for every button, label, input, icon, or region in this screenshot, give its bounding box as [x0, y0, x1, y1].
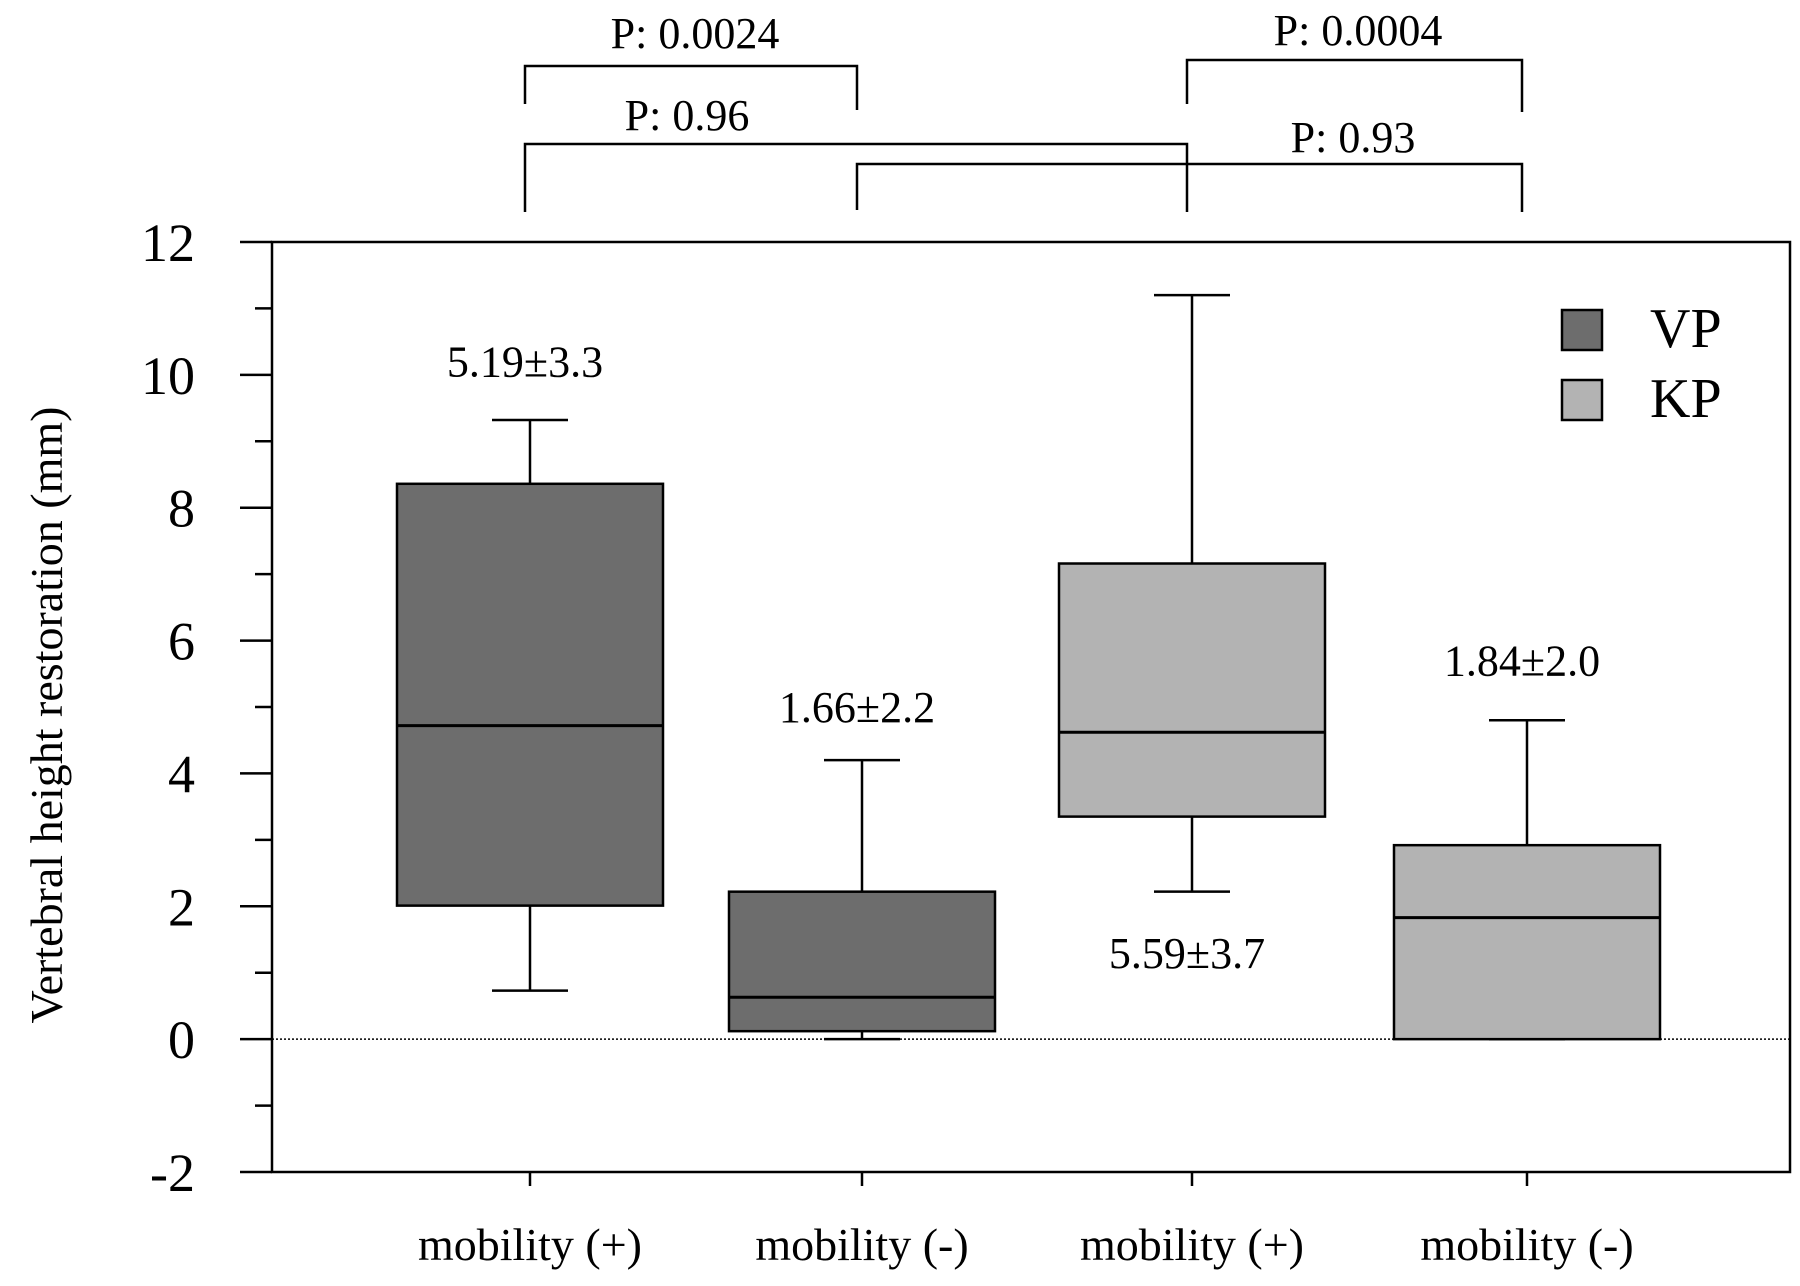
box-kp-mobility-plus [1057, 293, 1327, 893]
legend-label-kp: KP [1650, 368, 1722, 430]
box-annotations: 5.19±3.3 1.66±2.2 5.59±3.7 1.84±2.0 [447, 338, 1600, 978]
x-tick-label: mobility (-) [1420, 1219, 1633, 1270]
x-axis: mobility (+) mobility (-) mobility (+) mobi… [418, 1172, 1634, 1270]
box-annotation: 5.19±3.3 [447, 338, 603, 387]
legend-label-vp: VP [1650, 298, 1722, 360]
y-tick-label: 6 [168, 612, 195, 672]
box-iqr [1057, 562, 1327, 818]
comparison-bracket [523, 64, 859, 110]
y-tick-label: 2 [168, 877, 195, 937]
legend-swatch-kp [1560, 378, 1604, 422]
comparison-p-value: P: 0.96 [625, 91, 750, 140]
comparison-p-value: P: 0.0004 [1274, 6, 1443, 55]
box-iqr [1392, 843, 1662, 1041]
box-annotation: 1.84±2.0 [1444, 637, 1600, 686]
y-tick-label: -2 [150, 1143, 195, 1203]
box-vp-mobility-plus [395, 418, 665, 992]
comparison-bracket [1185, 58, 1524, 112]
comparison-brackets: P: 0.0024 P: 0.0004 P: 0.96 P: 0.93 [523, 6, 1524, 212]
y-tick-label: 10 [141, 346, 195, 406]
x-tick-label: mobility (+) [418, 1219, 642, 1270]
x-tick-label: mobility (+) [1080, 1219, 1304, 1270]
y-tick-label: 0 [168, 1010, 195, 1070]
comparison-bracket [523, 142, 1189, 212]
box-annotation: 5.59±3.7 [1109, 929, 1265, 978]
box-annotation: 1.66±2.2 [779, 683, 935, 732]
y-axis: -2 0 2 4 6 8 10 12 [141, 213, 272, 1203]
comparison-p-value: P: 0.0024 [611, 9, 780, 58]
box-vp-mobility-minus [727, 758, 997, 1041]
comparison-bracket [855, 162, 1524, 212]
box-iqr [395, 482, 665, 907]
box-kp-mobility-minus [1392, 719, 1662, 1041]
y-tick-label: 8 [168, 479, 195, 539]
y-axis-title: Vertebral height restoration (mm) [21, 407, 72, 1024]
y-tick-label: 4 [168, 744, 195, 804]
legend-swatch-vp [1560, 308, 1604, 352]
comparison-p-value: P: 0.93 [1291, 113, 1416, 162]
box-iqr [727, 890, 997, 1033]
y-tick-label: 12 [141, 213, 195, 273]
legend: VP KP [1560, 298, 1722, 430]
box-series [395, 293, 1662, 1041]
x-tick-label: mobility (-) [755, 1219, 968, 1270]
